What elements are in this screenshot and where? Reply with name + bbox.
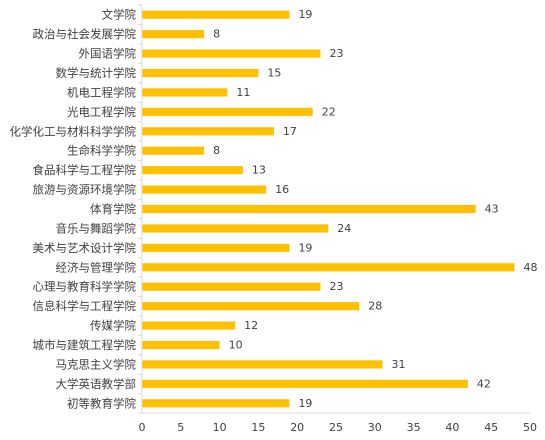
category-label: 城市与建筑工程学院	[33, 338, 137, 352]
bars-group	[142, 10, 515, 408]
category-label: 数学与统计学院	[56, 66, 137, 80]
bar	[142, 340, 220, 350]
x-tick-label: 10	[213, 421, 227, 434]
data-label: 23	[329, 280, 343, 293]
bar	[142, 88, 228, 97]
bar	[142, 30, 205, 39]
data-label: 28	[368, 300, 382, 313]
category-label: 文学院	[102, 8, 137, 22]
category-label: 体育学院	[90, 202, 136, 216]
category-label: 美术与艺术设计学院	[33, 241, 137, 255]
bar	[142, 399, 290, 408]
x-tick-label: 15	[251, 421, 265, 434]
category-label: 政治与社会发展学院	[33, 27, 137, 41]
x-tick-label: 5	[177, 421, 184, 434]
bar	[142, 127, 274, 136]
category-label: 音乐与舞蹈学院	[56, 221, 137, 235]
category-label: 外国语学院	[79, 47, 137, 61]
data-label: 23	[329, 47, 343, 60]
bar	[142, 282, 321, 291]
x-tick-label: 0	[139, 421, 146, 434]
bar	[142, 302, 360, 311]
bar	[142, 68, 259, 78]
bar	[142, 107, 313, 116]
data-label: 15	[267, 67, 281, 80]
category-labels-group: 文学院政治与社会发展学院外国语学院数学与统计学院机电工程学院光电工程学院化学化工…	[10, 8, 137, 411]
data-label: 43	[485, 203, 499, 216]
data-label: 8	[213, 28, 220, 41]
data-label: 31	[392, 358, 406, 371]
category-label: 食品科学与工程学院	[33, 163, 137, 177]
x-tick-label: 30	[368, 421, 382, 434]
category-label: 旅游与资源环境学院	[33, 183, 137, 197]
category-label: 机电工程学院	[67, 85, 136, 99]
category-label: 马克思主义学院	[56, 357, 137, 371]
data-label: 19	[298, 397, 312, 410]
bar	[142, 146, 205, 155]
bar	[142, 224, 329, 233]
bar	[142, 49, 321, 58]
x-tick-label: 35	[407, 421, 421, 434]
data-label: 17	[283, 125, 297, 138]
data-label: 16	[275, 183, 289, 196]
category-label: 信息科学与工程学院	[33, 299, 137, 313]
data-label: 8	[213, 144, 220, 157]
data-label: 10	[229, 339, 243, 352]
data-label: 19	[298, 241, 312, 254]
category-label: 初等教育学院	[67, 396, 136, 410]
category-label: 心理与教育科学学院	[33, 280, 137, 294]
axes-group	[138, 4, 530, 414]
bar	[142, 185, 267, 194]
category-label: 传媒学院	[90, 319, 136, 333]
bar	[142, 379, 468, 388]
data-label: 22	[322, 105, 336, 118]
x-tick-label: 40	[445, 421, 459, 434]
bar	[142, 360, 383, 369]
bar	[142, 166, 243, 175]
data-label: 13	[252, 164, 266, 177]
category-label: 生命科学学院	[67, 144, 136, 158]
category-label: 化学化工与材料科学学院	[10, 124, 137, 138]
tick-labels-group: 0 5 10 15 20 25 30 35 40 45 50	[139, 421, 538, 434]
x-tick-label: 50	[523, 421, 537, 434]
x-tick-label: 45	[484, 421, 498, 434]
bar	[142, 10, 290, 19]
x-tick-label: 20	[290, 421, 304, 434]
category-label: 大学英语教学部	[56, 377, 137, 391]
data-label: 19	[298, 8, 312, 21]
bar	[142, 263, 515, 272]
bar	[142, 321, 236, 330]
x-tick-label: 25	[329, 421, 343, 434]
data-label: 11	[236, 86, 250, 99]
bar	[142, 243, 290, 252]
data-label: 42	[477, 377, 491, 390]
data-label: 48	[523, 261, 537, 274]
data-label: 24	[337, 222, 351, 235]
data-label: 12	[244, 319, 258, 332]
category-label: 光电工程学院	[67, 105, 136, 119]
category-label: 经济与管理学院	[56, 260, 137, 274]
bar	[142, 204, 476, 214]
